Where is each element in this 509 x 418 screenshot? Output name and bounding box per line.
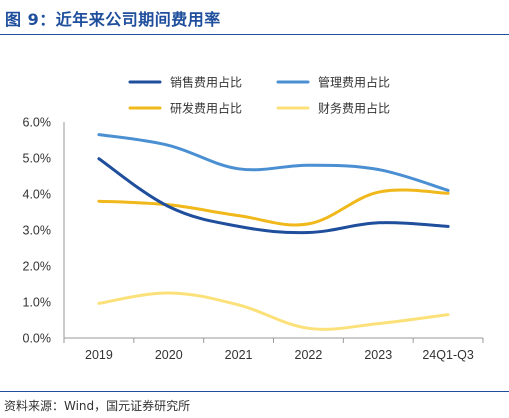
legend-label: 财务费用占比 — [318, 101, 390, 116]
x-tick-label: 2019 — [85, 348, 113, 362]
x-tick-label: 2020 — [155, 348, 183, 362]
legend-label: 销售费用占比 — [170, 75, 242, 90]
chart-series — [97, 133, 450, 331]
source-note: 资料来源：Wind，国元证券研究所 — [4, 399, 191, 413]
y-tick-label: 3.0% — [23, 224, 52, 238]
title-rule — [0, 34, 509, 35]
y-tick-label: 4.0% — [23, 188, 52, 202]
legend-label: 管理费用占比 — [318, 75, 390, 90]
source-rule — [0, 391, 509, 392]
x-tick-label: 2021 — [225, 348, 253, 362]
y-tick-label: 0.0% — [23, 332, 52, 346]
series-line-4 — [97, 291, 450, 331]
x-tick-label: 24Q1-Q3 — [422, 348, 473, 362]
legend-label: 研发费用占比 — [170, 101, 242, 116]
x-tick-label: 2022 — [295, 348, 323, 362]
series-line-1 — [97, 157, 450, 235]
y-tick-label: 5.0% — [23, 152, 52, 166]
y-tick-label: 2.0% — [23, 260, 52, 274]
x-tick-label: 2023 — [364, 348, 392, 362]
chart-axes: 0.0% 1.0% 2.0% 3.0% 4.0% 5.0% 6.0% 2019 2020 2021… — [23, 116, 484, 362]
series-line-2 — [97, 133, 450, 192]
y-tick-label: 6.0% — [23, 116, 52, 130]
y-tick-label: 1.0% — [23, 296, 52, 310]
figure-title: 图 9：近年来公司期间费用率 — [5, 10, 221, 29]
